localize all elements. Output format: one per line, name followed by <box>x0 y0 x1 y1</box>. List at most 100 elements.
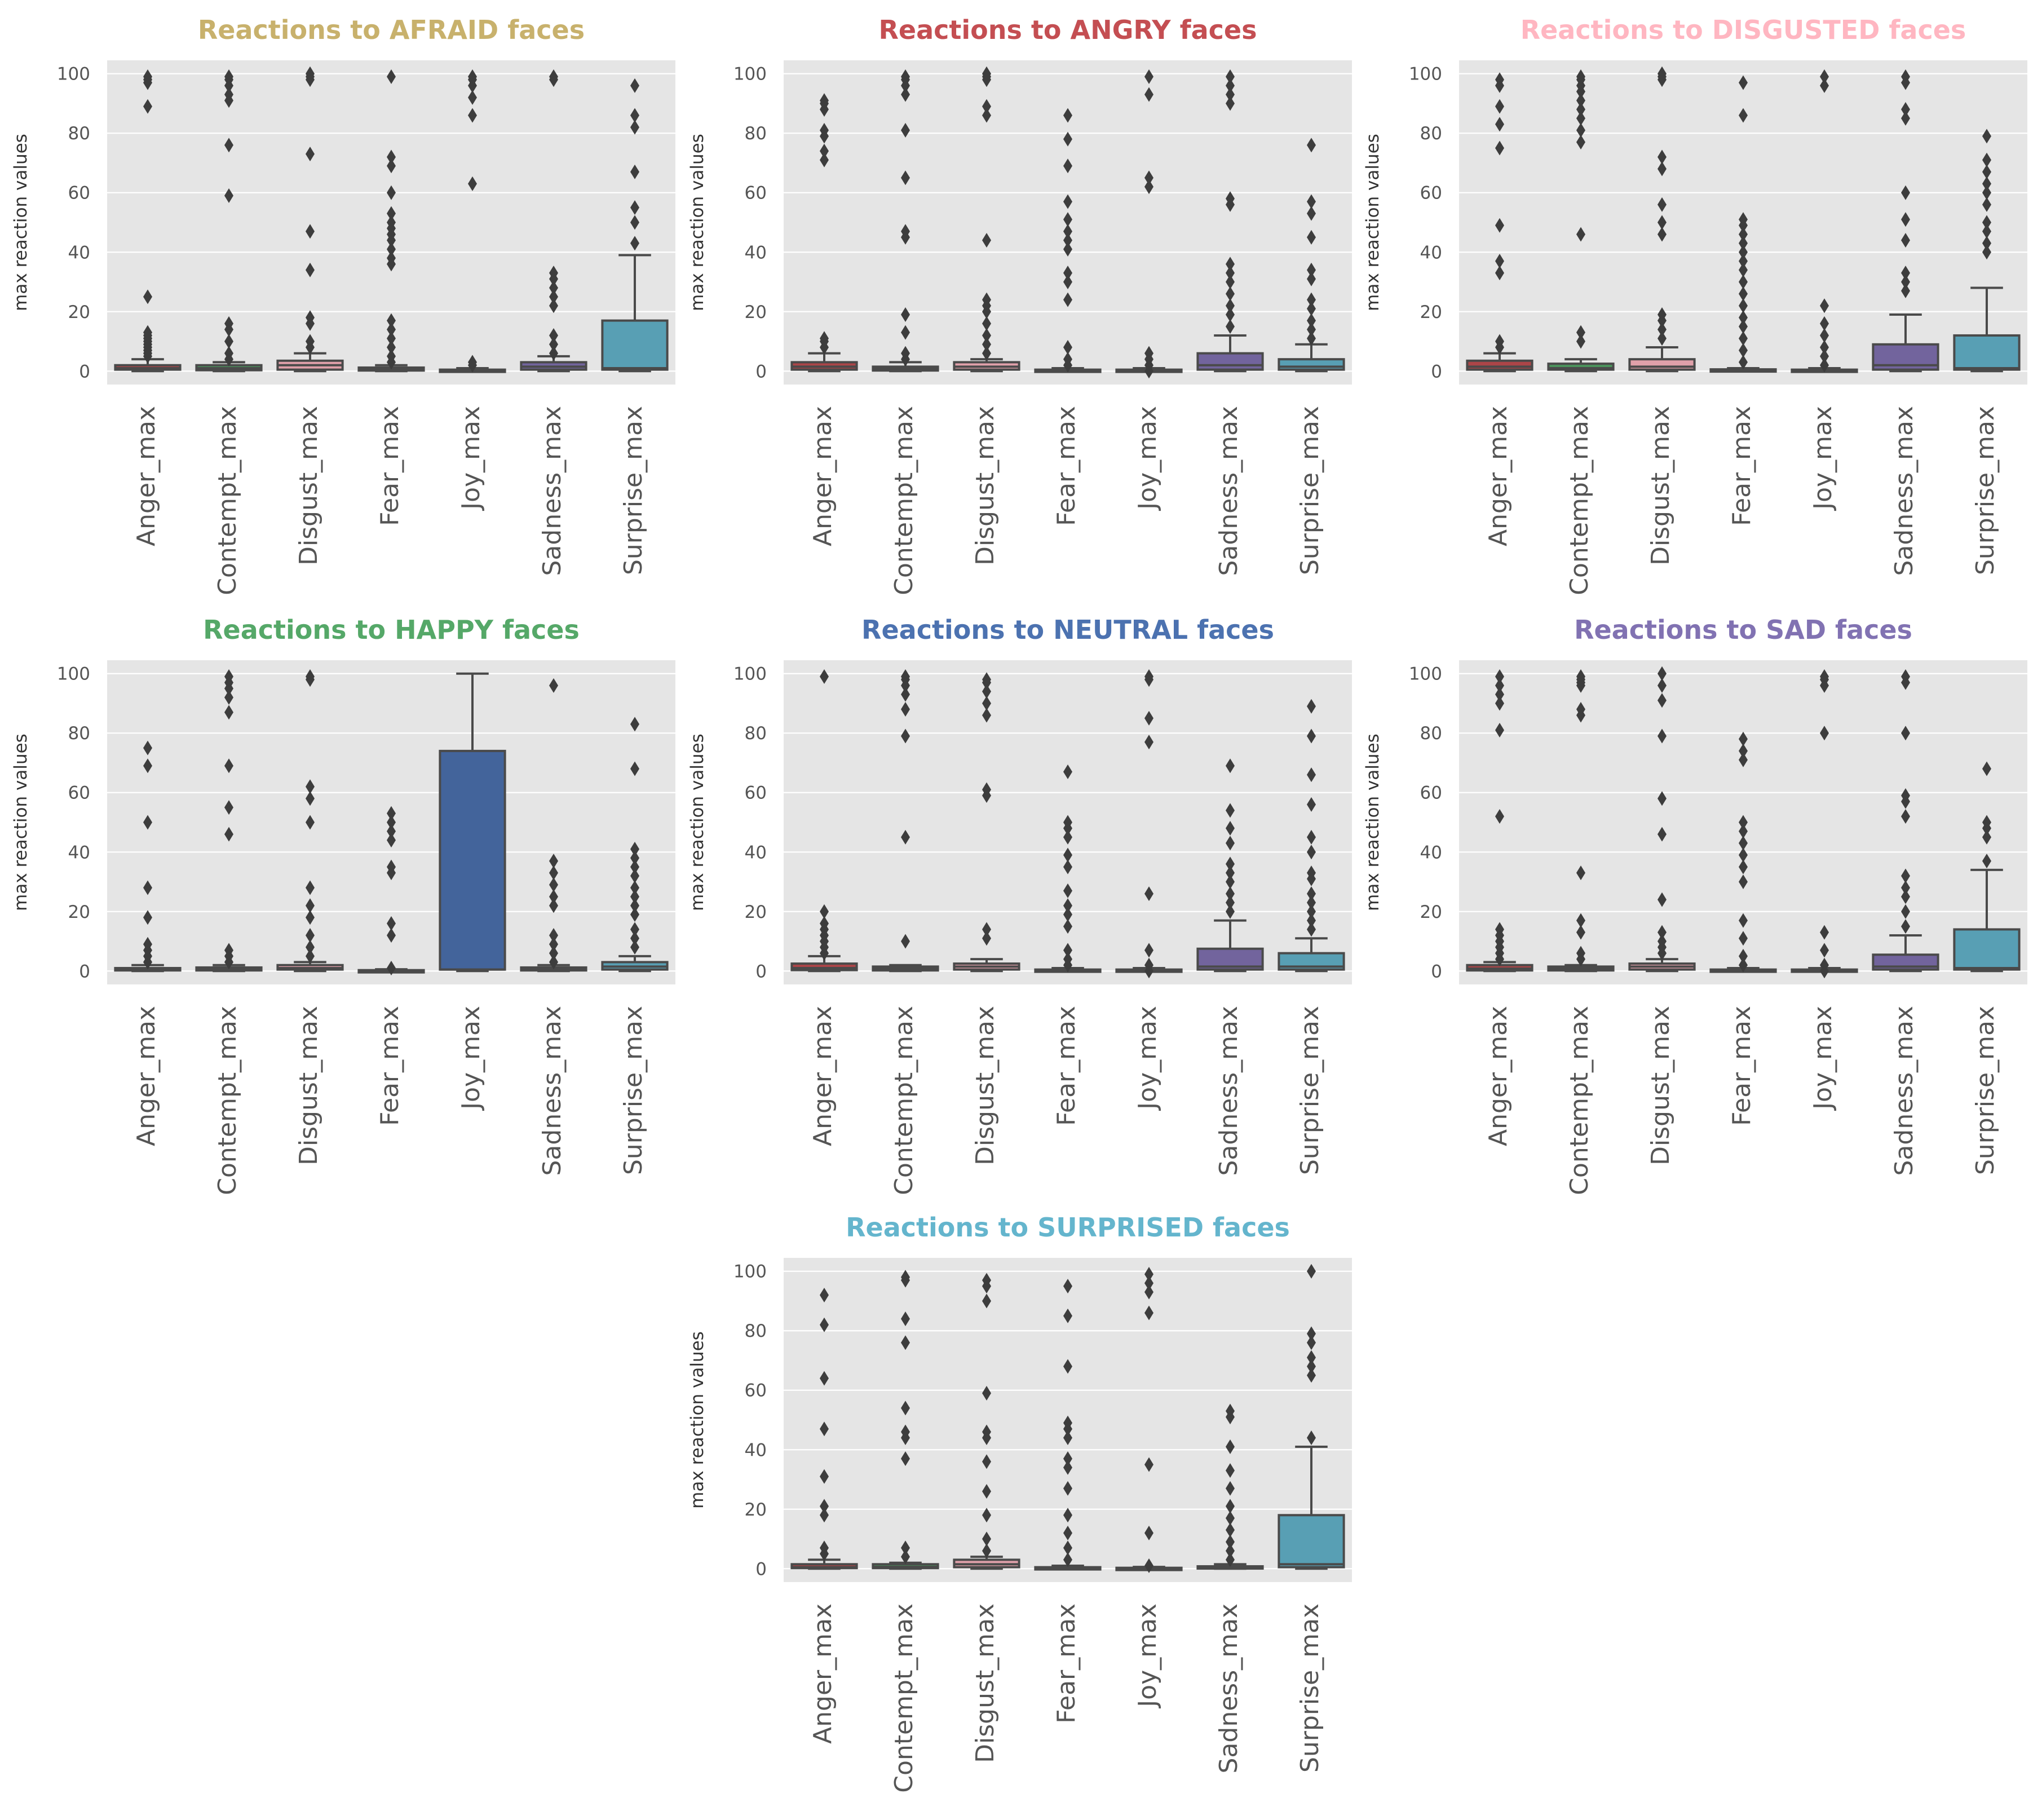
outlier-point <box>982 1273 991 1288</box>
x-tick-label: Anger_max <box>808 1603 837 1744</box>
outlier-point <box>901 669 910 684</box>
x-tick-label: Sadness_max <box>1214 1603 1243 1774</box>
outlier-point <box>1576 135 1585 150</box>
box-group <box>872 69 939 373</box>
y-tick-label: 100 <box>733 64 767 85</box>
outlier-point <box>1063 829 1072 845</box>
x-tick-label: Anger_max <box>1484 406 1513 546</box>
y-axis-label: max reaction values <box>687 734 708 911</box>
x-tick-label: Disgust_max <box>971 406 1000 566</box>
outlier-point <box>1658 227 1667 242</box>
outlier-point <box>1982 164 1991 179</box>
outlier-point <box>1739 957 1748 973</box>
outlier-point <box>630 120 639 135</box>
y-axis-label: max reaction values <box>687 134 708 311</box>
x-tick-label: Disgust_max <box>1646 1006 1675 1165</box>
outlier-point <box>630 236 639 251</box>
box-group <box>872 1270 939 1570</box>
outlier-point <box>901 1401 910 1416</box>
outlier-point <box>1307 194 1316 209</box>
outlier-point <box>1307 206 1316 221</box>
y-tick-label: 40 <box>1420 242 1442 263</box>
outlier-point <box>1063 859 1072 874</box>
outlier-point <box>306 669 315 684</box>
outlier-point <box>1576 227 1585 242</box>
y-tick-label: 100 <box>57 64 90 85</box>
outlier-point <box>820 1421 829 1437</box>
outlier-point <box>387 916 396 931</box>
outlier-point <box>1495 922 1504 937</box>
outlier-point <box>1144 669 1153 684</box>
outlier-point <box>1982 152 1991 167</box>
x-tick-label: Fear_max <box>1052 1603 1081 1724</box>
outlier-point <box>630 850 639 865</box>
outlier-point <box>549 854 558 869</box>
outlier-point <box>1495 72 1504 87</box>
outlier-point <box>549 955 558 970</box>
outlier-point <box>820 143 829 158</box>
outlier-point <box>143 99 152 114</box>
outlier-point <box>143 69 152 85</box>
outlier-point <box>1901 212 1910 227</box>
outlier-point <box>1307 728 1316 744</box>
outlier-point <box>1307 699 1316 714</box>
x-tick-label: Contempt_max <box>1565 406 1594 595</box>
y-tick-label: 60 <box>745 783 767 803</box>
outlier-point <box>901 1424 910 1439</box>
outlier-point <box>468 355 477 370</box>
outlier-point <box>1658 678 1667 693</box>
outlier-point <box>1226 1463 1235 1478</box>
outlier-point <box>387 824 396 839</box>
outlier-point <box>1901 904 1910 919</box>
outlier-point <box>1063 847 1072 863</box>
outlier-point <box>1739 859 1748 874</box>
outlier-point <box>1226 275 1235 290</box>
y-tick-label: 0 <box>79 361 90 382</box>
outlier-point <box>387 348 396 364</box>
outlier-point <box>1658 728 1667 744</box>
outlier-point <box>306 66 315 81</box>
chart-panel: 0 20 40 60 80 100 max reaction values Reactions… <box>11 15 675 595</box>
y-tick-label: 40 <box>745 842 767 863</box>
outlier-point <box>1820 726 1829 741</box>
y-tick-label: 20 <box>68 902 90 922</box>
outlier-point <box>1226 191 1235 206</box>
outlier-point <box>1495 678 1504 693</box>
outlier-point <box>1226 257 1235 272</box>
outlier-point <box>982 233 991 248</box>
y-tick-label: 60 <box>745 183 767 204</box>
outlier-point <box>306 910 315 925</box>
outlier-point <box>1307 1326 1316 1341</box>
outlier-point <box>549 289 558 304</box>
outlier-point <box>630 898 639 913</box>
outlier-point <box>1576 946 1585 961</box>
outlier-point <box>1063 943 1072 958</box>
outlier-point <box>982 782 991 797</box>
y-axis-label: max reaction values <box>11 134 31 311</box>
outlier-point <box>1144 710 1153 726</box>
outlier-point <box>982 328 991 343</box>
outlier-point <box>630 880 639 895</box>
x-tick-label: Anger_max <box>808 1006 837 1146</box>
outlier-point <box>901 1549 910 1565</box>
outlier-point <box>1144 943 1153 958</box>
outlier-point <box>1901 868 1910 884</box>
outlier-point <box>820 1371 829 1386</box>
outlier-point <box>387 158 396 174</box>
outlier-point <box>1063 266 1072 281</box>
box-group <box>953 672 1020 973</box>
outlier-point <box>1063 1540 1072 1556</box>
outlier-point <box>901 728 910 744</box>
y-tick-label: 100 <box>733 1262 767 1282</box>
outlier-point <box>549 865 558 881</box>
outlier-point <box>1226 904 1235 919</box>
outlier-point <box>1658 791 1667 806</box>
outlier-point <box>1576 325 1585 340</box>
box <box>1547 363 1615 371</box>
outlier-point <box>1144 957 1153 973</box>
x-tick-label: Anger_max <box>1484 1006 1513 1146</box>
outlier-point <box>1495 218 1504 233</box>
outlier-point <box>1063 1430 1072 1446</box>
outlier-point <box>1063 108 1072 123</box>
outlier-point <box>549 936 558 952</box>
